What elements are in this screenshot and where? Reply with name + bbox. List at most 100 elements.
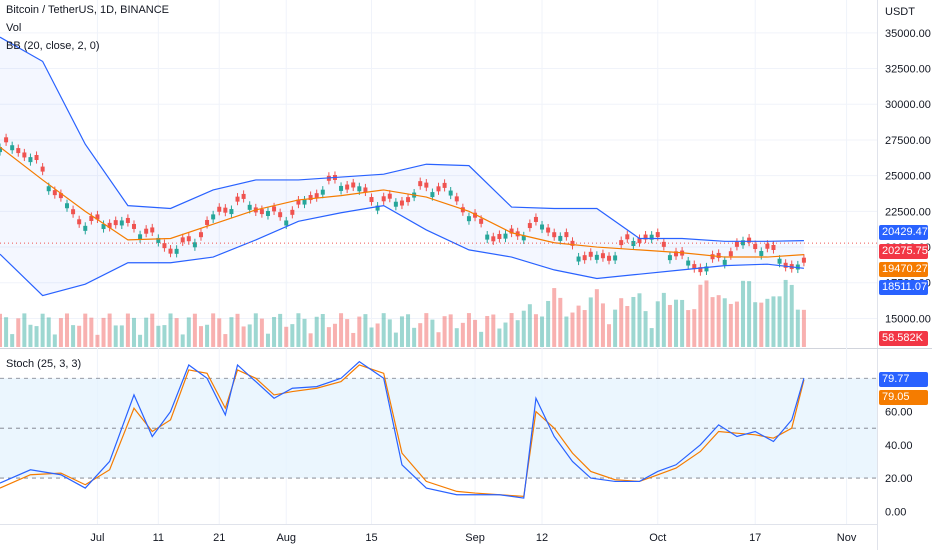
candle-body [71, 209, 76, 215]
volume-bar [765, 298, 770, 347]
candle-body [527, 223, 532, 229]
volume-bar [759, 302, 764, 347]
volume-bar [101, 317, 106, 347]
candle-body [223, 207, 228, 213]
y-tick-label: 35000.00 [885, 28, 931, 40]
candle-body [192, 242, 197, 248]
volume-bar [156, 325, 161, 347]
candle-body [747, 237, 752, 243]
volume-bar [138, 334, 143, 347]
candle-body [125, 217, 130, 223]
volume-bar [412, 327, 417, 347]
volume-bar [272, 316, 277, 347]
candle-body [607, 255, 612, 261]
candle-body [655, 232, 660, 238]
volume-bar [131, 317, 136, 347]
candle-body [40, 166, 45, 172]
volume-bar [119, 325, 124, 347]
volume-bar [223, 334, 228, 347]
x-tick-label: Jul [90, 532, 104, 544]
volume-bar [661, 292, 666, 347]
candle-body [205, 219, 210, 225]
volume-bar [667, 304, 672, 347]
volume-bar [558, 297, 563, 347]
volume-bar [527, 304, 532, 347]
candle-body [138, 234, 143, 240]
volume-bar [296, 313, 301, 347]
candle-body [777, 258, 782, 264]
candle-body [503, 233, 508, 239]
candle-body [4, 137, 9, 143]
candle-body [485, 234, 490, 240]
volume-bar [89, 317, 94, 347]
bb-legend[interactable]: BB (20, close, 2, 0) [6, 40, 100, 52]
bb-basis-tag: 19470.27 [879, 262, 928, 277]
x-tick-label: Nov [837, 532, 857, 544]
candle-body [540, 224, 545, 230]
x-tick-label: 21 [213, 532, 225, 544]
y-tick-label: 22500.00 [885, 206, 931, 218]
volume-bar [77, 325, 82, 347]
volume-legend[interactable]: Vol [6, 22, 22, 34]
x-tick-label: 15 [365, 532, 377, 544]
candle-body [716, 252, 721, 258]
candle-body [674, 251, 679, 257]
volume-bar [491, 314, 496, 347]
volume-bar [345, 319, 350, 347]
volume-bar [454, 328, 459, 347]
candle-body [314, 193, 319, 199]
stoch-d-tag: 79.05 [879, 390, 928, 405]
stoch-legend[interactable]: Stoch (25, 3, 3) [6, 358, 82, 370]
candle-body [734, 241, 739, 247]
candle-body [728, 251, 733, 257]
x-tick-label: Oct [649, 532, 666, 544]
volume-bar [259, 318, 264, 347]
candle-body [637, 238, 642, 244]
candle-body [107, 222, 112, 228]
candle-body [387, 193, 392, 199]
stoch-k-tag: 79.77 [879, 372, 928, 387]
volume-bar [52, 334, 57, 347]
volume-bar [4, 317, 9, 347]
candle-body [667, 255, 672, 261]
volume-bar [83, 313, 88, 347]
candle-body [479, 218, 484, 224]
candle-body [198, 232, 203, 238]
volume-bar [741, 280, 746, 347]
candle-body [643, 234, 648, 240]
volume-bar [22, 313, 27, 347]
candle-body [77, 219, 82, 225]
volume-bar [46, 317, 51, 347]
volume-bar [777, 296, 782, 347]
volume-bar [503, 322, 508, 347]
volume-bar [473, 319, 478, 347]
candle-body [339, 185, 344, 191]
volume-bar [680, 299, 685, 347]
volume-bar [290, 324, 295, 347]
symbol-title[interactable]: Bitcoin / TetherUS, 1D, BINANCE [6, 4, 170, 16]
candle-body [247, 204, 252, 210]
volume-bar [144, 317, 149, 347]
volume-bar [460, 322, 465, 347]
volume-bar [64, 313, 69, 347]
candle-body [418, 181, 423, 187]
volume-bar [655, 301, 660, 347]
candle-body [600, 253, 605, 259]
bb-lower-line [0, 205, 804, 297]
volume-bar [424, 313, 429, 347]
candle-body [521, 235, 526, 241]
volume-bar [71, 325, 76, 347]
candle-body [558, 235, 563, 241]
volume-bar [552, 288, 557, 347]
candle-body [83, 225, 88, 231]
stoch-tick-label: 0.00 [885, 506, 906, 518]
candle-body [430, 192, 435, 198]
candle-body [741, 240, 746, 246]
volume-bar [357, 316, 362, 347]
volume-bar [509, 313, 514, 347]
volume-bar [284, 326, 289, 347]
volume-bar [686, 310, 691, 347]
volume-bar [716, 295, 721, 347]
